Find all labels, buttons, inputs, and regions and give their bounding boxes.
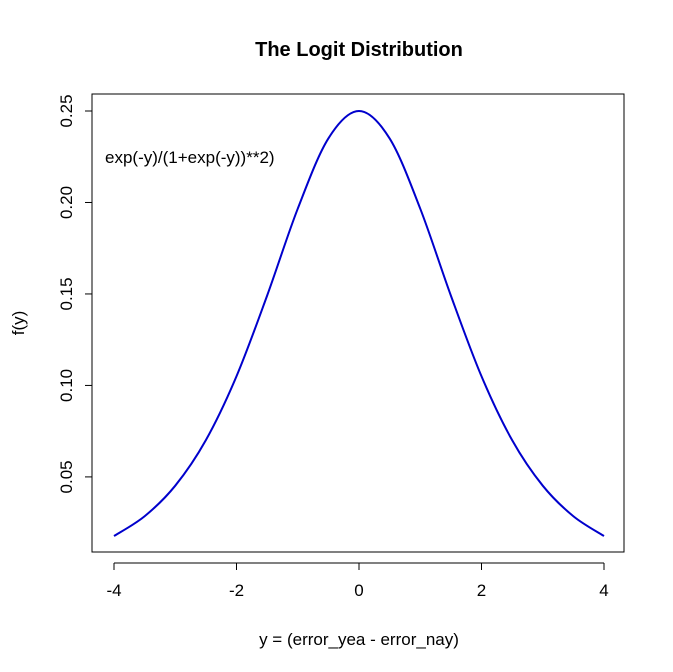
x-tick-label: 4 — [599, 581, 608, 600]
y-tick-label: 0.25 — [57, 94, 76, 127]
x-tick-label: -4 — [106, 581, 121, 600]
x-tick-label: 0 — [354, 581, 363, 600]
chart-title: The Logit Distribution — [255, 39, 463, 61]
y-tick-label: 0.20 — [57, 186, 76, 219]
y-axis: 0.05 0.10 0.15 0.20 0.25 — [57, 94, 93, 493]
x-tick-label: 2 — [477, 581, 486, 600]
y-tick-label: 0.15 — [57, 277, 76, 310]
y-tick-label: 0.05 — [57, 460, 76, 493]
series-line — [113, 109, 605, 537]
x-tick-label: -2 — [229, 581, 244, 600]
x-axis-label: y = (error_yea - error_nay) — [259, 630, 459, 649]
x-axis: -4 -2 0 2 4 — [106, 562, 609, 600]
y-axis-label: f(y) — [9, 311, 28, 336]
formula-annotation: exp(-y)/(1+exp(-y))**2) — [105, 148, 275, 167]
y-tick-label: 0.10 — [57, 369, 76, 402]
